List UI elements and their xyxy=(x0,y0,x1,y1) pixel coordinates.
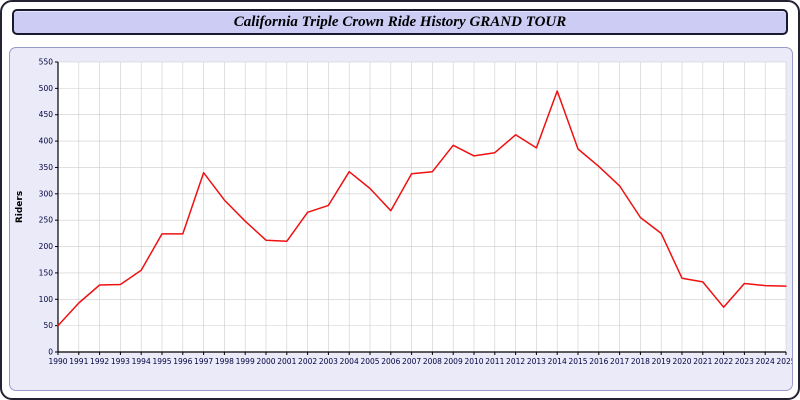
x-tick-label: 2002 xyxy=(298,357,317,366)
x-tick-label: 1996 xyxy=(173,357,192,366)
x-tick-label: 1999 xyxy=(236,357,255,366)
x-tick-label: 2012 xyxy=(506,357,525,366)
x-tick-label: 1991 xyxy=(69,357,88,366)
x-tick-label: 1998 xyxy=(215,357,234,366)
y-tick-label: 50 xyxy=(43,321,53,330)
chart-title-bar: California Triple Crown Ride History GRA… xyxy=(12,9,788,35)
x-tick-label: 2021 xyxy=(693,357,712,366)
x-tick-label: 2014 xyxy=(548,357,567,366)
x-tick-label: 1992 xyxy=(90,357,109,366)
x-tick-label: 2008 xyxy=(423,357,442,366)
x-tick-label: 1994 xyxy=(132,357,151,366)
y-tick-label: 400 xyxy=(39,137,54,146)
y-tick-label: 350 xyxy=(39,163,54,172)
x-tick-label: 2005 xyxy=(360,357,379,366)
x-tick-label: 2009 xyxy=(444,357,463,366)
x-tick-label: 2025 xyxy=(776,357,792,366)
riders-data-line xyxy=(57,90,787,327)
y-axis-title: Riders xyxy=(15,191,25,223)
x-tick-label: 1995 xyxy=(152,357,171,366)
x-tick-label: 2023 xyxy=(735,357,754,366)
x-tick-label: 2010 xyxy=(464,357,483,366)
y-tick-label: 100 xyxy=(39,295,54,304)
x-tick-label: 2004 xyxy=(340,357,359,366)
y-tick-label: 550 xyxy=(39,58,54,67)
x-tick-label: 1993 xyxy=(111,357,130,366)
y-tick-label: 500 xyxy=(39,84,54,93)
chart-panel: 0 50 100 150 200 250 300 350 400 450 500 550 1990 199… xyxy=(9,47,793,391)
y-tick-label: 450 xyxy=(39,110,54,119)
plot-background xyxy=(58,62,786,352)
y-tick-label: 150 xyxy=(39,268,54,277)
x-tick-label: 2018 xyxy=(631,357,650,366)
y-tick-label: 0 xyxy=(48,348,53,357)
x-tick-label: 2000 xyxy=(256,357,275,366)
x-tick-label: 2022 xyxy=(714,357,733,366)
x-tick-label: 2006 xyxy=(381,357,400,366)
x-tick-label: 2001 xyxy=(277,357,296,366)
x-tick-label: 2011 xyxy=(485,357,504,366)
x-tick-label: 2019 xyxy=(652,357,671,366)
chart-title: California Triple Crown Ride History GRA… xyxy=(233,13,567,30)
x-tick-label: 2013 xyxy=(527,357,546,366)
x-tick-label: 2007 xyxy=(402,357,421,366)
x-tick-label: 2020 xyxy=(672,357,691,366)
x-tick-label: 1990 xyxy=(48,357,67,366)
y-tick-label: 200 xyxy=(39,242,54,251)
x-tick-label: 2017 xyxy=(610,357,629,366)
x-tick-label: 2024 xyxy=(756,357,775,366)
y-tick-label: 250 xyxy=(39,216,54,225)
x-tick-label: 1997 xyxy=(194,357,213,366)
x-tick-label: 2015 xyxy=(568,357,587,366)
x-tick-label: 2003 xyxy=(319,357,338,366)
y-tick-label: 300 xyxy=(39,189,54,198)
x-tick-label: 2016 xyxy=(589,357,608,366)
